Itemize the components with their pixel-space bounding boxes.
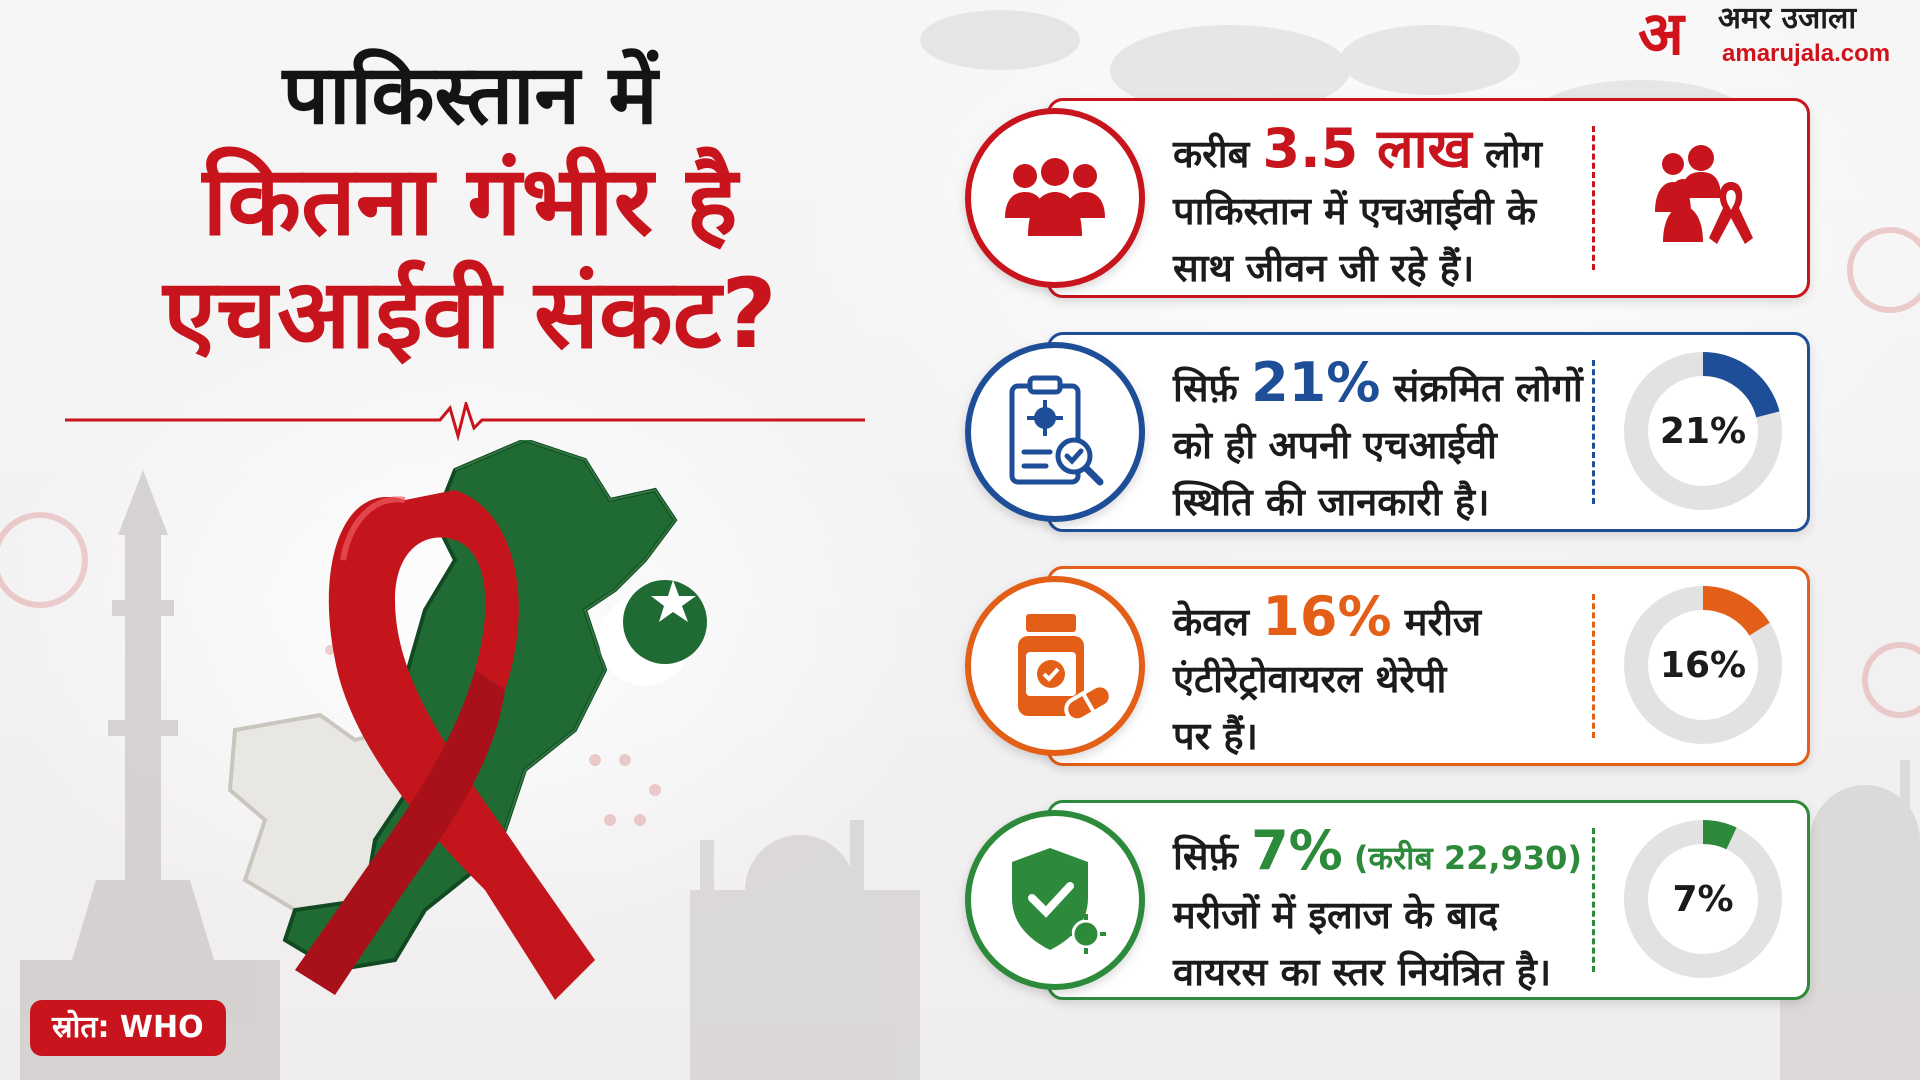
card-highlight: 7% [1251, 819, 1343, 882]
stat-card-viral-suppression: सिर्फ़ 7% (करीब 22,930) मरीजों में इलाज … [965, 800, 1810, 1000]
card-divider [1592, 828, 1595, 972]
card-text: सिर्फ़ 21% संक्रमित लोगों को ही अपनी एचआ… [1173, 354, 1613, 531]
card-text-post: मरीज [1391, 600, 1482, 644]
card-highlight: 3.5 लाख [1262, 117, 1472, 180]
card-line-3: वायरस का स्तर नियंत्रित है। [1173, 950, 1552, 994]
card-divider [1592, 360, 1595, 504]
card-text-pre: करीब [1173, 132, 1263, 176]
card-divider [1592, 594, 1595, 738]
brand-mark: अ [1638, 0, 1684, 69]
brand-site: amarujala.com [1722, 40, 1891, 67]
heartbeat-divider [65, 402, 865, 442]
card-right-graphic [1620, 114, 1786, 280]
headline-line-2: कितना गंभीर है [202, 144, 738, 257]
headline: पाकिस्तान में कितना गंभीर है एचआईवी संकट… [60, 48, 880, 371]
card-right-graphic: 21% [1620, 348, 1786, 514]
shield-check-virus-icon [1012, 848, 1106, 954]
progress-donut-arc [1624, 352, 1782, 510]
card-text: करीब 3.5 लाख लोग पाकिस्तान में एचआईवी के… [1173, 120, 1613, 297]
brand-name: अमर उजाला [1718, 1, 1857, 36]
card-box [1047, 98, 1810, 298]
progress-donut [1624, 352, 1782, 510]
card-line-2: एंटीरेट्रोवायरल थेरेपी [1173, 657, 1447, 701]
card-text-pre: सिर्फ़ [1173, 834, 1252, 878]
brand-logo[interactable]: अ अमर उजाला amarujala.com [1638, 0, 1920, 76]
card-highlight: 21% [1251, 351, 1381, 414]
card-line-3: स्थिति की जानकारी है। [1173, 480, 1490, 524]
card-icon-circle [965, 810, 1145, 990]
card-right-graphic: 16% [1620, 582, 1786, 748]
progress-donut [1624, 820, 1782, 978]
progress-donut-label: 16% [1659, 644, 1747, 686]
card-text: सिर्फ़ 7% (करीब 22,930) मरीजों में इलाज … [1173, 822, 1613, 1001]
card-line-3: पर हैं। [1173, 714, 1258, 758]
card-text-post: संक्रमित लोगों [1380, 366, 1583, 410]
progress-donut-label: 21% [1659, 410, 1747, 452]
card-text: केवल 16% मरीज एंटीरेट्रोवायरल थेरेपी पर … [1173, 588, 1613, 765]
card-line-3: साथ जीवन जी रहे हैं। [1173, 246, 1475, 290]
card-text-pre: केवल [1173, 600, 1263, 644]
card-line-2: पाकिस्तान में एचआईवी के [1173, 189, 1537, 233]
card-line-2: मरीजों में इलाज के बाद [1173, 893, 1499, 937]
card-text-post: लोग [1471, 132, 1542, 176]
progress-donut-label: 7% [1672, 878, 1734, 920]
people-group-icon [1005, 158, 1105, 236]
card-text-pre: सिर्फ़ [1173, 366, 1252, 410]
card-highlight: 16% [1262, 585, 1392, 648]
card-icon-circle [965, 342, 1145, 522]
people-ribbon-icon [1655, 145, 1753, 244]
source-badge: स्रोत: WHO [30, 1000, 226, 1056]
stat-card-people-living: करीब 3.5 लाख लोग पाकिस्तान में एचआईवी के… [965, 98, 1810, 298]
headline-line-1: पाकिस्तान में [282, 48, 658, 143]
card-icon-circle [965, 108, 1145, 288]
card-right-graphic: 7% [1620, 816, 1786, 982]
card-line-2: को ही अपनी एचआईवी [1173, 423, 1497, 467]
headline-line-3: एचआईवी संकट? [163, 258, 777, 371]
pakistan-map-ribbon-illustration [227, 440, 707, 1000]
card-icon-circle [965, 576, 1145, 756]
progress-donut-arc [1624, 586, 1782, 744]
stat-card-art-therapy: केवल 16% मरीज एंटीरेट्रोवायरल थेरेपी पर … [965, 566, 1810, 766]
stat-card-status-awareness: सिर्फ़ 21% संक्रमित लोगों को ही अपनी एचआ… [965, 332, 1810, 532]
clipboard-virus-search-icon [1009, 375, 1104, 486]
medicine-bottle-icon [1018, 614, 1110, 723]
card-divider [1592, 126, 1595, 270]
progress-donut [1624, 586, 1782, 744]
progress-donut-arc [1624, 820, 1782, 978]
card-note: (करीब 22,930) [1342, 839, 1582, 877]
